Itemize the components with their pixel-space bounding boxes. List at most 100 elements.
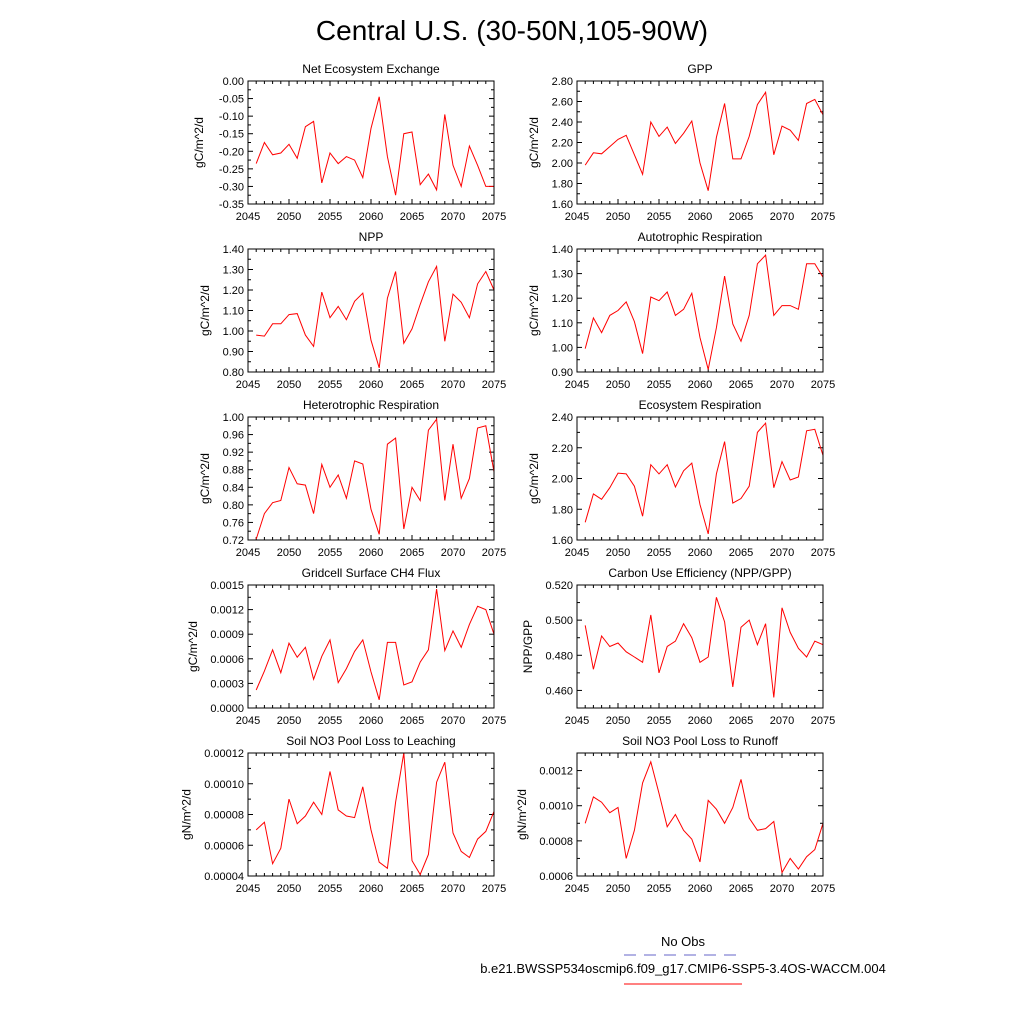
x-tick-label: 2070 <box>441 715 465 727</box>
x-tick-label: 2050 <box>277 715 301 727</box>
plot-frame <box>247 416 495 541</box>
x-tick-label: 2050 <box>606 379 630 391</box>
y-axis-label: NPP/GPP <box>521 620 535 673</box>
x-tick-label: 2060 <box>359 883 383 895</box>
x-tick-label: 2050 <box>277 379 301 391</box>
y-tick-label: 0.0006 <box>210 654 244 666</box>
y-axis-label: gC/m^2/d <box>198 453 212 504</box>
chart-title: Ecosystem Respiration <box>639 398 762 412</box>
y-tick-label: 0.520 <box>545 580 573 592</box>
chart-title: Heterotrophic Respiration <box>303 398 439 412</box>
chart-title: Carbon Use Efficiency (NPP/GPP) <box>608 566 791 580</box>
x-tick-label: 2055 <box>647 547 671 559</box>
x-tick-label: 2055 <box>318 379 342 391</box>
y-tick-label: 1.20 <box>223 285 244 297</box>
y-tick-label: 0.00008 <box>204 810 244 822</box>
x-tick-label: 2045 <box>565 715 589 727</box>
y-tick-label: 0.460 <box>545 685 573 697</box>
x-tick-label: 2065 <box>400 211 424 223</box>
x-tick-label: 2070 <box>770 883 794 895</box>
y-tick-label: 0.0006 <box>539 871 573 883</box>
x-tick-label: 2070 <box>441 211 465 223</box>
y-axis-label: gC/m^2/d <box>527 453 541 504</box>
y-tick-label: 2.00 <box>552 158 573 170</box>
x-tick-label: 2070 <box>770 715 794 727</box>
chart-panel-soil-no3-pool-loss-to-runoff: Soil NO3 Pool Loss to Runoff 2045 2050 2055… <box>515 734 835 895</box>
y-axis-label: gC/m^2/d <box>192 117 206 168</box>
chart-panel-carbon-use-efficiency-npp-gpp: Carbon Use Efficiency (NPP/GPP) 2045 2050 2… <box>521 566 835 727</box>
y-tick-label: 1.40 <box>552 244 573 256</box>
x-tick-label: 2065 <box>400 715 424 727</box>
series-line <box>584 421 824 535</box>
y-tick-label: 0.90 <box>223 347 244 359</box>
y-tick-label: -0.25 <box>219 164 244 176</box>
x-tick-label: 2060 <box>688 211 712 223</box>
y-tick-label: 2.20 <box>552 138 573 150</box>
x-tick-label: 2060 <box>688 883 712 895</box>
y-axis-label: gC/m^2/d <box>527 117 541 168</box>
chart-panels: Net Ecosystem Exchange 2045 2050 2055 2060 20… <box>180 62 836 895</box>
y-tick-label: 0.0003 <box>210 678 244 690</box>
y-tick-label: -0.10 <box>219 111 244 123</box>
y-axis-label: gC/m^2/d <box>198 285 212 336</box>
x-tick-label: 2045 <box>565 211 589 223</box>
plot-frame <box>576 80 824 205</box>
series-line <box>584 90 824 191</box>
y-tick-label: 1.30 <box>552 269 573 281</box>
x-tick-label: 2050 <box>277 211 301 223</box>
y-tick-label: 1.30 <box>223 265 244 277</box>
x-tick-label: 2075 <box>482 211 506 223</box>
y-tick-label: 0.80 <box>223 500 244 512</box>
x-tick-label: 2045 <box>236 211 260 223</box>
y-tick-label: 2.40 <box>552 117 573 129</box>
y-tick-label: -0.30 <box>219 181 244 193</box>
chart-title: Soil NO3 Pool Loss to Runoff <box>622 734 779 748</box>
x-tick-label: 2060 <box>359 379 383 391</box>
y-tick-label: 2.20 <box>552 443 573 455</box>
series-line <box>255 96 494 196</box>
legend-model-label: b.e21.BWSSP534oscmip6.f09_g17.CMIP6-SSP5… <box>480 961 886 976</box>
y-tick-label: 0.0012 <box>210 605 244 617</box>
y-tick-label: 0.88 <box>223 465 244 477</box>
y-tick-label: 1.60 <box>552 199 573 211</box>
y-tick-label: 0.500 <box>545 615 573 627</box>
x-tick-label: 2045 <box>236 715 260 727</box>
x-tick-label: 2055 <box>318 883 342 895</box>
x-tick-label: 2045 <box>565 379 589 391</box>
x-tick-label: 2050 <box>606 211 630 223</box>
x-tick-label: 2045 <box>565 547 589 559</box>
y-tick-label: 1.80 <box>552 179 573 191</box>
x-tick-label: 2075 <box>811 211 835 223</box>
y-tick-label: 1.60 <box>552 535 573 547</box>
y-tick-label: 0.84 <box>223 482 244 494</box>
x-tick-label: 2045 <box>236 547 260 559</box>
x-tick-label: 2060 <box>359 547 383 559</box>
x-tick-label: 2065 <box>729 211 753 223</box>
y-tick-label: 2.80 <box>552 76 573 88</box>
y-tick-label: 0.0009 <box>210 629 244 641</box>
x-tick-label: 2075 <box>811 883 835 895</box>
chart-title: Soil NO3 Pool Loss to Leaching <box>286 734 455 748</box>
y-tick-label: 1.20 <box>552 293 573 305</box>
series-line <box>584 253 824 370</box>
y-tick-label: 0.0012 <box>539 766 573 778</box>
x-tick-label: 2050 <box>277 883 301 895</box>
y-tick-label: 0.96 <box>223 430 244 442</box>
plot-frame <box>576 416 824 541</box>
x-tick-label: 2065 <box>729 379 753 391</box>
chart-panel-autotrophic-respiration: Autotrophic Respiration 2045 2050 2055 2060 2… <box>527 230 835 391</box>
x-tick-label: 2070 <box>441 379 465 391</box>
y-tick-label: 0.76 <box>223 517 244 529</box>
x-tick-label: 2065 <box>729 883 753 895</box>
series-line <box>255 589 495 700</box>
y-tick-label: 1.80 <box>552 504 573 516</box>
x-tick-label: 2055 <box>647 883 671 895</box>
series-line <box>256 264 495 369</box>
y-tick-label: -0.05 <box>219 94 244 106</box>
y-tick-label: 0.0015 <box>210 580 244 592</box>
y-tick-label: 0.72 <box>223 535 244 547</box>
chart-panel-heterotrophic-respiration: Heterotrophic Respiration 2045 2050 2055 206… <box>198 398 506 559</box>
x-tick-label: 2055 <box>647 715 671 727</box>
y-axis-label: gC/m^2/d <box>186 621 200 672</box>
